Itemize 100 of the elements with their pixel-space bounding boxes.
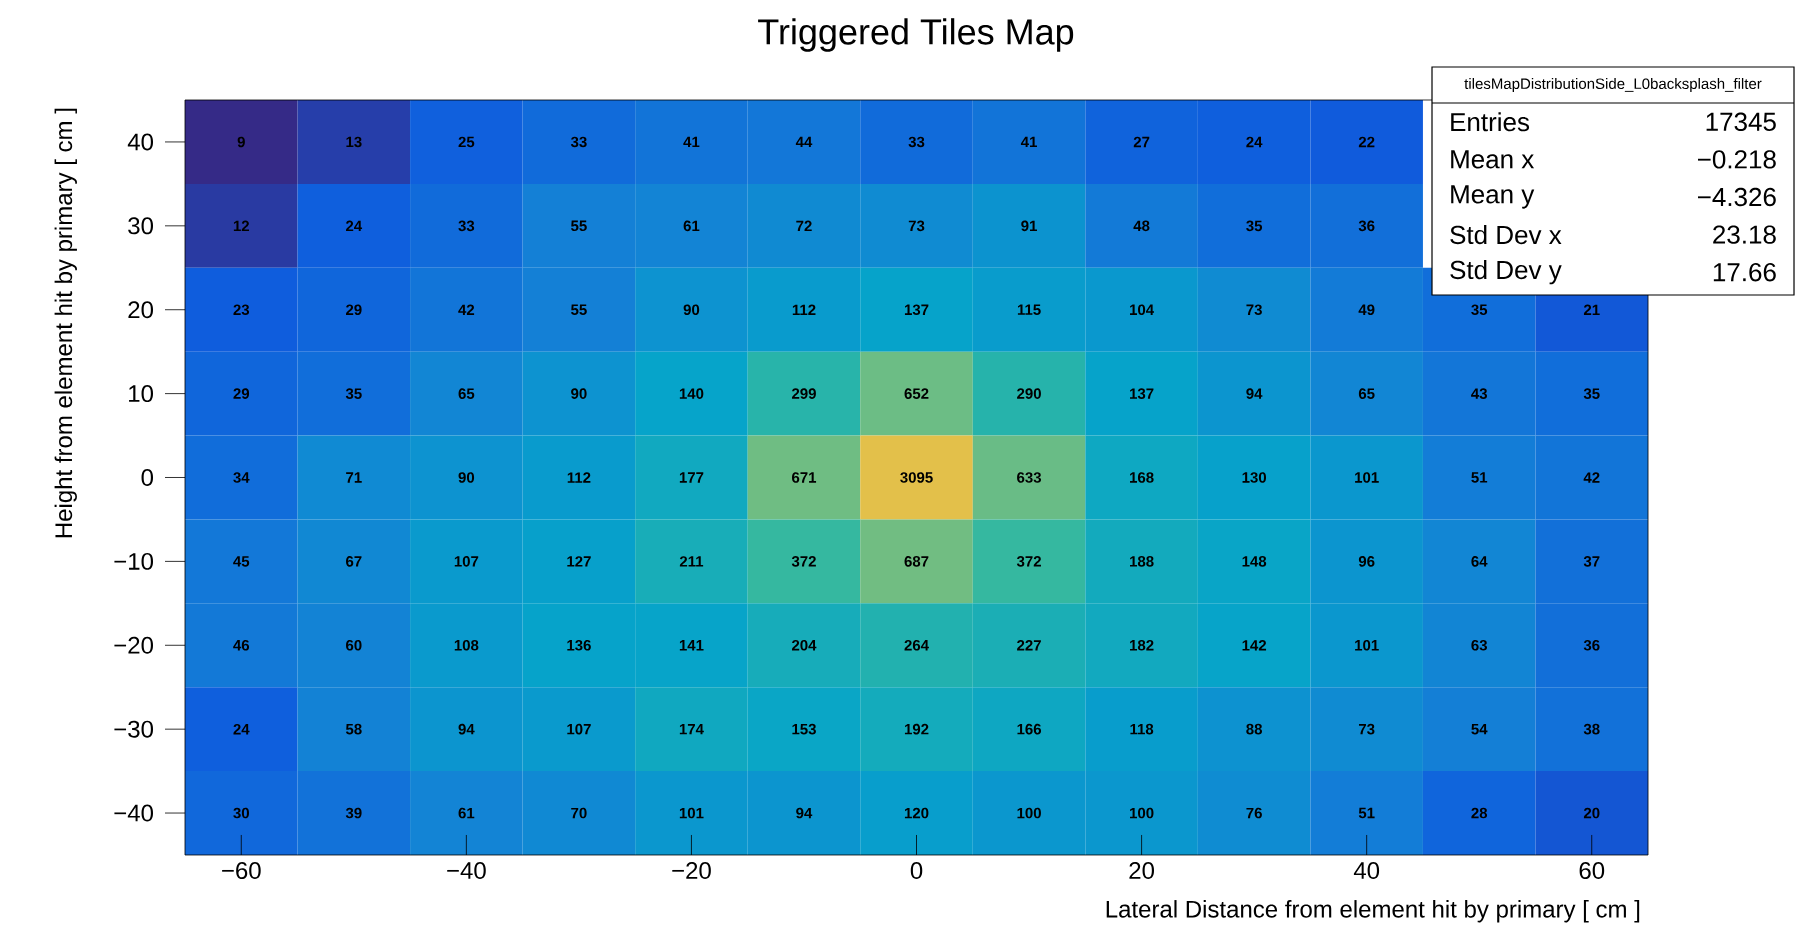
- data-label: 29: [346, 304, 362, 316]
- data-label: 112: [567, 472, 591, 483]
- data-label: 73: [908, 220, 925, 232]
- data-label: 34: [233, 472, 250, 483]
- data-label: 94: [1246, 388, 1263, 399]
- data-label: 211: [679, 556, 704, 567]
- data-label: 188: [1130, 556, 1154, 567]
- data-label: 21: [1583, 304, 1600, 315]
- data-label: 100: [1017, 807, 1041, 819]
- data-label: 55: [571, 220, 587, 232]
- data-label: 36: [1358, 220, 1375, 232]
- data-label: 107: [567, 723, 591, 735]
- data-label: 118: [1130, 723, 1154, 735]
- data-label: 44: [795, 136, 813, 148]
- data-label: 192: [904, 723, 929, 735]
- data-label: 12: [233, 220, 250, 232]
- data-label: 45: [233, 556, 250, 567]
- data-label: 61: [683, 220, 700, 232]
- data-label: 73: [1358, 723, 1375, 735]
- data-label: 633: [1017, 472, 1042, 483]
- data-label: 104: [1130, 304, 1155, 316]
- data-label: 20: [1583, 807, 1600, 819]
- data-label: 204: [791, 639, 817, 651]
- text: tilesMapDistributionSide_L0backsplash_filter: [1464, 78, 1762, 92]
- data-label: 100: [1130, 807, 1154, 819]
- data-label: 41: [1020, 136, 1037, 148]
- text: 17345: [1706, 112, 1776, 131]
- data-label: 168: [1130, 472, 1154, 483]
- data-label: 35: [1246, 220, 1263, 232]
- data-label: 137: [904, 304, 929, 316]
- data-label: 42: [458, 304, 475, 315]
- data-label: 33: [458, 220, 475, 232]
- data-label: 71: [346, 472, 362, 483]
- data-label: 65: [458, 388, 475, 399]
- data-label: 76: [1246, 807, 1262, 819]
- text: 23.18: [1713, 225, 1776, 244]
- y-tick-label: 10: [129, 385, 154, 403]
- y-tick-label: −30: [114, 720, 154, 738]
- data-label: 141: [679, 640, 704, 651]
- x-axis-title: Lateral Distance from element hit by primary [ cm ]: [1106, 900, 1640, 923]
- text: −0.218: [1697, 150, 1776, 169]
- data-label: 24: [233, 723, 250, 735]
- data-label: 60: [346, 639, 362, 651]
- x-tick-label: −60: [222, 862, 261, 880]
- data-label: 64: [1471, 556, 1488, 567]
- data-label: 130: [1242, 472, 1267, 483]
- data-label: 39: [345, 807, 362, 819]
- data-label: 107: [454, 556, 479, 567]
- data-label: 652: [904, 388, 929, 399]
- data-label: 65: [1358, 388, 1375, 399]
- data-label: 48: [1133, 220, 1150, 232]
- data-label: 30: [233, 807, 249, 819]
- data-label: 3095: [900, 472, 933, 483]
- data-label: 33: [908, 136, 925, 148]
- data-label: 37: [1583, 556, 1600, 567]
- chart-title: Triggered Tiles Map: [758, 18, 1074, 52]
- data-label: 299: [791, 388, 816, 399]
- data-label: 55: [571, 304, 587, 315]
- data-label: 174: [679, 724, 704, 735]
- y-tick-label: −20: [114, 636, 154, 654]
- data-label: 112: [792, 304, 816, 315]
- data-label: 182: [1130, 639, 1154, 651]
- data-label: 90: [683, 304, 700, 316]
- x-tick-label: 20: [1129, 862, 1155, 880]
- data-label: 671: [792, 472, 817, 483]
- data-label: 35: [345, 388, 362, 399]
- data-label: 90: [571, 388, 587, 399]
- data-label: 72: [796, 220, 812, 232]
- x-tick-label: −40: [447, 862, 486, 880]
- data-label: 42: [1583, 472, 1600, 483]
- y-tick-label: −40: [114, 804, 154, 822]
- data-label: 51: [1358, 807, 1375, 819]
- y-tick-label: −10: [114, 552, 154, 570]
- data-label: 38: [1583, 723, 1600, 735]
- y-tick-label: 30: [128, 217, 154, 235]
- data-label: 67: [346, 556, 362, 567]
- annotation: Std Dev y: [1450, 260, 1562, 285]
- data-label: 28: [1471, 807, 1488, 819]
- data-label: 9: [237, 136, 245, 148]
- x-tick-label: 60: [1579, 862, 1605, 880]
- data-label: 46: [233, 639, 250, 651]
- data-label: 23: [233, 304, 250, 316]
- x-tick-label: 40: [1353, 862, 1380, 880]
- data-label: 142: [1242, 640, 1267, 651]
- data-label: 88: [1246, 723, 1262, 735]
- data-label: 127: [567, 556, 591, 567]
- data-label: 264: [904, 639, 929, 651]
- data-label: 51: [1471, 472, 1488, 483]
- data-label: 13: [346, 136, 362, 148]
- annotation: Mean x: [1451, 150, 1535, 169]
- data-label: 94: [458, 723, 475, 735]
- data-label: 27: [1133, 136, 1150, 148]
- x-tick-label: 0: [910, 862, 923, 880]
- data-label: 166: [1017, 723, 1042, 735]
- data-label: 94: [796, 807, 813, 819]
- data-label: 33: [570, 136, 587, 148]
- data-label: 136: [567, 639, 591, 651]
- data-label: 137: [1130, 388, 1154, 399]
- data-label: 29: [233, 388, 250, 399]
- data-label: 25: [458, 136, 475, 148]
